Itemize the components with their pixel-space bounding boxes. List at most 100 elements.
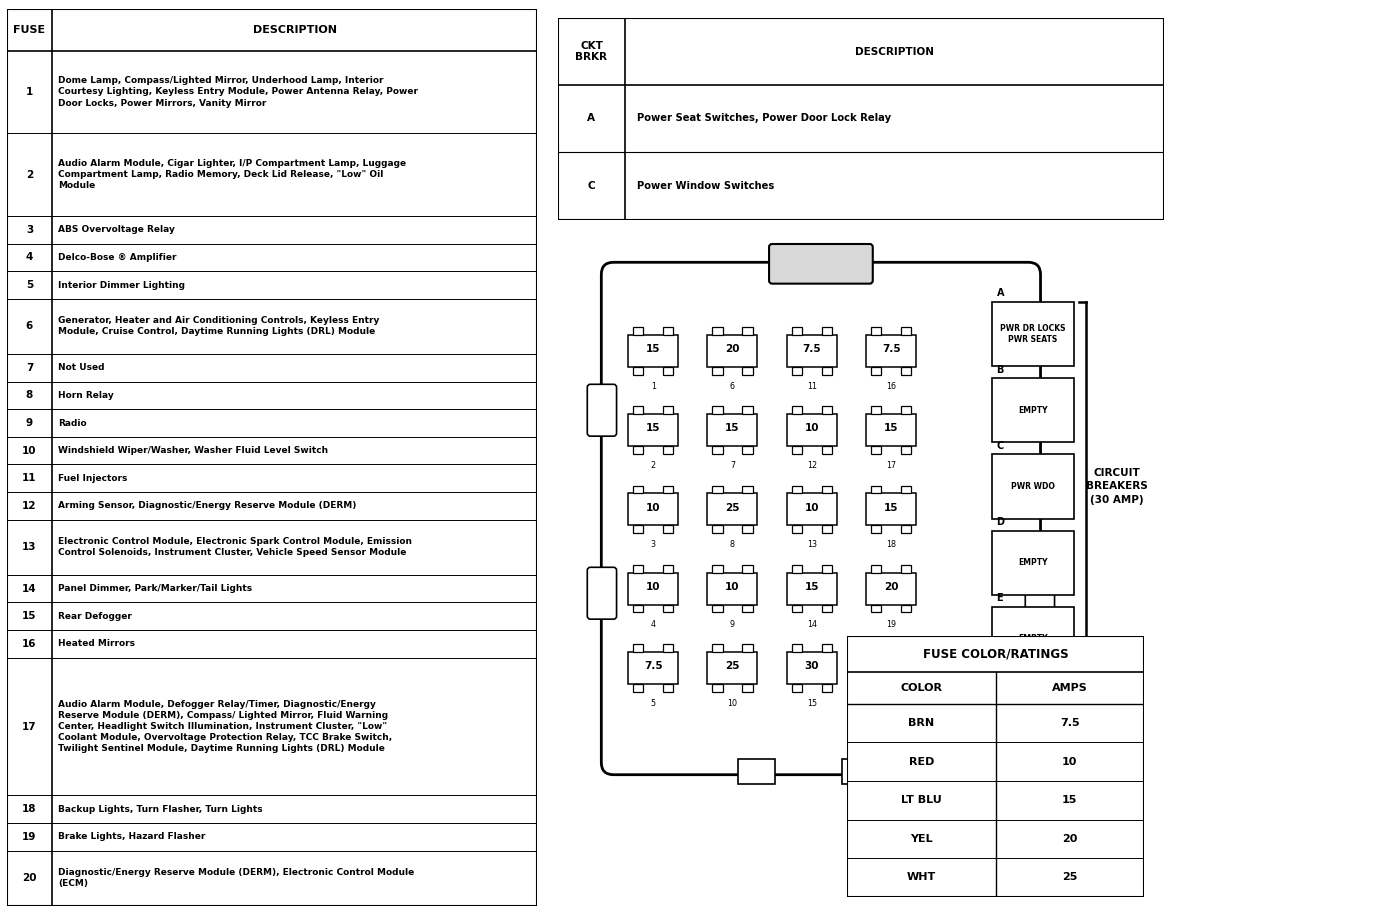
Text: Panel Dimmer, Park/Marker/Tail Lights: Panel Dimmer, Park/Marker/Tail Lights	[58, 584, 252, 593]
FancyBboxPatch shape	[1025, 384, 1054, 436]
Text: 10: 10	[646, 502, 660, 512]
Bar	[663, 565, 674, 573]
Bar	[821, 486, 832, 493]
Bar	[743, 644, 752, 652]
Text: 3: 3	[650, 541, 656, 550]
Text: 16: 16	[22, 639, 37, 649]
Bar	[787, 652, 836, 684]
Text: 10: 10	[725, 582, 740, 592]
Bar	[663, 605, 674, 612]
Text: Arming Sensor, Diagnostic/Energy Reserve Module (DERM): Arming Sensor, Diagnostic/Energy Reserve…	[58, 501, 357, 511]
Text: Windshield Wiper/Washer, Washer Fluid Level Switch: Windshield Wiper/Washer, Washer Fluid Le…	[58, 447, 328, 455]
Bar	[992, 531, 1073, 595]
Text: 25: 25	[1062, 872, 1078, 882]
Bar	[707, 652, 758, 684]
Text: Delco-Bose ® Amplifier: Delco-Bose ® Amplifier	[58, 253, 176, 262]
Text: 7.5: 7.5	[802, 344, 821, 354]
Bar	[743, 446, 752, 454]
Bar	[871, 367, 882, 374]
Text: AMPS: AMPS	[1051, 684, 1087, 693]
Text: 7: 7	[26, 363, 33, 372]
Bar	[901, 684, 911, 692]
Bar	[901, 446, 911, 454]
Text: 10: 10	[805, 424, 819, 433]
Text: DESCRIPTION: DESCRIPTION	[252, 25, 336, 35]
Text: Radio: Radio	[58, 418, 87, 427]
Bar	[821, 605, 832, 612]
Bar	[707, 493, 758, 525]
Text: 6: 6	[26, 321, 33, 331]
Bar	[663, 446, 674, 454]
Text: 9: 9	[730, 619, 734, 629]
Bar	[743, 406, 752, 414]
Bar	[821, 446, 832, 454]
Text: 20: 20	[725, 344, 740, 354]
Text: Electronic Control Module, Electronic Spark Control Module, Emission
Control Sol: Electronic Control Module, Electronic Sp…	[58, 537, 412, 557]
Bar	[663, 486, 674, 493]
Text: 3: 3	[26, 225, 33, 235]
Text: Audio Alarm Module, Defogger Relay/Timer, Diagnostic/Energy
Reserve Module (DERM: Audio Alarm Module, Defogger Relay/Timer…	[58, 700, 393, 753]
Bar	[821, 406, 832, 414]
Bar	[663, 644, 674, 652]
Text: 4: 4	[26, 253, 33, 263]
Text: 17: 17	[22, 722, 37, 731]
Text: 25: 25	[725, 502, 740, 512]
Text: 15: 15	[22, 611, 37, 621]
Text: Fuel Injectors: Fuel Injectors	[58, 474, 128, 483]
Bar	[871, 327, 882, 335]
Text: 10: 10	[22, 446, 37, 456]
Bar	[628, 652, 678, 684]
Bar	[865, 335, 916, 367]
Bar	[707, 414, 758, 446]
Bar	[663, 406, 674, 414]
Text: RED: RED	[909, 757, 934, 767]
Bar	[821, 684, 832, 692]
Bar	[633, 525, 644, 533]
Bar	[901, 605, 911, 612]
Text: 14: 14	[22, 584, 37, 594]
Bar	[871, 605, 882, 612]
Bar	[992, 455, 1073, 519]
Bar	[791, 644, 802, 652]
Text: 15: 15	[806, 699, 817, 708]
Text: 1: 1	[650, 382, 656, 391]
Text: 13: 13	[806, 541, 817, 550]
Bar	[871, 684, 882, 692]
FancyBboxPatch shape	[1025, 567, 1054, 619]
Text: Generator, Heater and Air Conditioning Controls, Keyless Entry
Module, Cruise Co: Generator, Heater and Air Conditioning C…	[58, 317, 380, 337]
Text: 15: 15	[883, 424, 898, 433]
Text: 15: 15	[883, 502, 898, 512]
Text: 9: 9	[26, 418, 33, 428]
Text: EMPTY: EMPTY	[1018, 405, 1047, 414]
Bar	[821, 644, 832, 652]
Text: Rear Defogger: Rear Defogger	[58, 611, 132, 620]
Bar	[663, 525, 674, 533]
Text: E: E	[996, 593, 1003, 603]
Text: 12: 12	[806, 461, 817, 470]
Text: 13: 13	[22, 543, 37, 552]
Bar	[633, 327, 644, 335]
Bar	[712, 446, 722, 454]
Text: 11: 11	[806, 382, 817, 391]
Text: 20: 20	[1062, 834, 1078, 844]
Bar	[901, 565, 911, 573]
Text: 7.5: 7.5	[1060, 718, 1079, 728]
Bar	[871, 486, 882, 493]
Text: 15: 15	[646, 344, 660, 354]
Text: 7: 7	[730, 461, 734, 470]
Bar	[633, 486, 644, 493]
Text: 10: 10	[646, 582, 660, 592]
Bar	[842, 759, 878, 784]
Bar	[791, 446, 802, 454]
Bar	[633, 367, 644, 374]
Text: DESCRIPTION: DESCRIPTION	[856, 47, 934, 57]
Bar	[871, 446, 882, 454]
Bar	[871, 525, 882, 533]
Bar	[871, 406, 882, 414]
Text: EMPTY: EMPTY	[1018, 558, 1047, 567]
Bar	[787, 335, 836, 367]
Text: 5: 5	[26, 280, 33, 290]
Bar	[901, 525, 911, 533]
Text: 10: 10	[1062, 757, 1078, 767]
Bar	[901, 367, 911, 374]
